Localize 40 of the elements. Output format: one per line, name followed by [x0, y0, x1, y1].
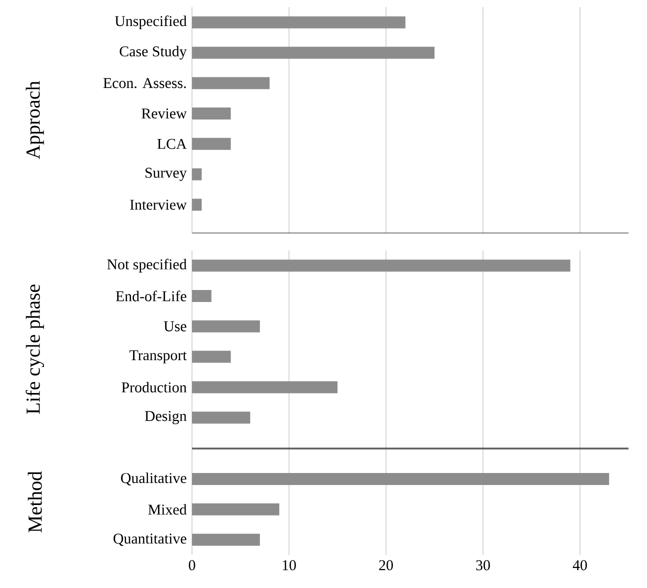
bar — [192, 16, 406, 28]
bar — [192, 77, 270, 90]
y-tick-label: Use — [164, 321, 186, 332]
y-tick-label: Not specified — [107, 258, 187, 272]
bar — [192, 168, 202, 180]
y-tick-label: Case Study — [120, 46, 187, 60]
bar — [192, 473, 610, 485]
bar — [192, 46, 434, 59]
bar — [192, 350, 231, 363]
y-axis-title: Method — [28, 471, 42, 532]
y-tick-label: Production — [122, 382, 187, 392]
bar — [192, 260, 570, 272]
y-tick-label: Qualitative — [121, 472, 186, 486]
bar — [192, 290, 212, 302]
y-tick-label: Mixed — [148, 504, 187, 515]
x-tick-label: 40 — [572, 560, 587, 570]
y-axis-title: Life cycle phase — [26, 284, 44, 414]
y-tick-label: Econ. Assess. — [103, 78, 186, 88]
y-tick-label: Quantitative — [114, 534, 186, 546]
y-tick-label: End-of-Life — [116, 290, 186, 302]
y-tick-label: Design — [144, 411, 187, 424]
bar — [192, 138, 231, 150]
bar — [192, 108, 231, 120]
y-tick-label: Interview — [130, 200, 187, 210]
bar — [192, 381, 338, 394]
bar — [192, 503, 280, 516]
y-tick-label: Transport — [130, 350, 187, 364]
y-axis-title: Approach — [26, 81, 44, 160]
x-tick-label: 10 — [282, 560, 296, 570]
bar — [192, 534, 260, 546]
x-tick-label: 20 — [379, 560, 393, 570]
x-tick-label: 0 — [188, 560, 196, 570]
bar — [192, 320, 260, 332]
bar — [192, 198, 202, 211]
y-tick-label: Unspecified — [114, 15, 187, 30]
y-tick-label: Survey — [145, 168, 187, 181]
bar — [192, 412, 250, 424]
y-tick-label: Review — [142, 108, 187, 119]
x-tick-label: 30 — [476, 560, 490, 570]
y-tick-label: LCA — [157, 138, 187, 149]
